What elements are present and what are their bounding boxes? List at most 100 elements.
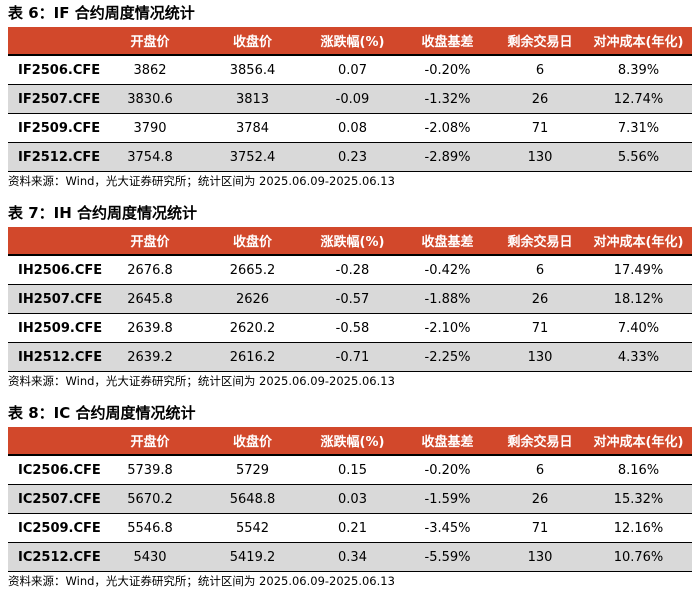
- table-cell: IF2507.CFE: [18, 91, 101, 107]
- table-cell: -0.58: [335, 320, 370, 336]
- table-cell: 2645.8: [127, 291, 173, 307]
- table-cell: 7.31%: [617, 120, 660, 136]
- table-cell: 17.49%: [613, 262, 664, 278]
- table-cell: -5.59%: [424, 549, 471, 565]
- table-cell: 130: [527, 549, 553, 565]
- header-cell: 剩余交易日: [507, 235, 573, 250]
- table-cell: 0.08: [338, 120, 367, 136]
- header-row: 开盘价 收盘价 涨跌幅(%) 收盘基差 剩余交易日 对冲成本(年化): [8, 427, 692, 456]
- table-cell: 130: [527, 349, 553, 365]
- table-row: IC2507.CFE 5670.2 5648.8 0.03 -1.59% 26 15.32%: [8, 485, 692, 514]
- table-cell: 71: [531, 120, 549, 136]
- table-cell: -3.45%: [424, 520, 471, 536]
- table-block: 表 8：IC 合约周度情况统计 开盘价 收盘价 涨跌幅(%) 收盘基差 剩余交易日 对冲成本…: [0, 400, 700, 600]
- table-cell: 3813: [235, 91, 270, 107]
- table-cell: 0.23: [338, 149, 367, 165]
- table-cell: 5542: [235, 520, 270, 536]
- table-cell: 5419.2: [229, 549, 276, 565]
- table-cell: 6: [535, 262, 545, 278]
- table-cell: 15.32%: [613, 491, 664, 507]
- table-cell: 8.39%: [617, 62, 660, 78]
- header-cell: 对冲成本(年化): [593, 435, 684, 450]
- table-cell: 5739.8: [127, 462, 173, 478]
- header-cell: 开盘价: [130, 235, 170, 250]
- table-cell: 0.21: [338, 520, 367, 536]
- table-cell: IC2509.CFE: [18, 520, 101, 536]
- table-cell: 0.03: [338, 491, 367, 507]
- table-cell: 130: [527, 149, 553, 165]
- table-cell: IH2507.CFE: [18, 291, 103, 307]
- table-cell: -2.25%: [424, 349, 471, 365]
- table-cell: 5670.2: [127, 491, 173, 507]
- table-cell: 2620.2: [229, 320, 276, 336]
- source-note: 资料来源：Wind，光大证券研究所；统计区间为 2025.06.09-2025.…: [8, 174, 395, 188]
- header-cell: 收盘基差: [421, 35, 474, 50]
- table-cell: IF2506.CFE: [18, 62, 101, 78]
- table-cell: 5729: [235, 462, 270, 478]
- table-cell: 3754.8: [127, 149, 173, 165]
- header-cell: 收盘价: [232, 235, 272, 250]
- table-cell: -0.20%: [424, 462, 471, 478]
- table-row: IH2512.CFE 2639.2 2616.2 -0.71 -2.25% 130 4.33…: [8, 343, 692, 372]
- table-cell: -0.57: [335, 291, 370, 307]
- table-cell: 26: [531, 491, 549, 507]
- header-cell: 收盘基差: [421, 435, 474, 450]
- table-cell: 6: [535, 62, 545, 78]
- header-cell: 剩余交易日: [507, 435, 573, 450]
- table-cell: -0.71: [335, 349, 370, 365]
- table-cell: IC2506.CFE: [18, 462, 101, 478]
- table-cell: 2639.8: [127, 320, 173, 336]
- header-row: 开盘价 收盘价 涨跌幅(%) 收盘基差 剩余交易日 对冲成本(年化): [8, 27, 692, 56]
- table-cell: 5.56%: [617, 149, 660, 165]
- table-cell: 10.76%: [613, 549, 664, 565]
- table-cell: IH2512.CFE: [18, 349, 103, 365]
- header-cell: 涨跌幅(%): [320, 235, 385, 250]
- table-cell: 3752.4: [229, 149, 276, 165]
- table-cell: 3830.6: [127, 91, 173, 107]
- table-cell: -2.08%: [424, 120, 471, 136]
- table-cell: -0.28: [335, 262, 370, 278]
- table-cell: 2616.2: [229, 349, 276, 365]
- table-row: IC2509.CFE 5546.8 5542 0.21 -3.45% 71 12.16%: [8, 514, 692, 543]
- table-cell: 3790: [133, 120, 167, 136]
- header-cell: 涨跌幅(%): [320, 435, 385, 450]
- table-cell: 8.16%: [617, 462, 660, 478]
- table-row: IC2512.CFE 5430 5419.2 0.34 -5.59% 130 10.76%: [8, 543, 692, 572]
- table-cell: -0.09: [335, 91, 370, 107]
- table-cell: -1.88%: [424, 291, 471, 307]
- table-cell: IH2506.CFE: [18, 262, 103, 278]
- table-cell: 12.74%: [613, 91, 664, 107]
- table-cell: 0.07: [338, 62, 367, 78]
- header-cell: 涨跌幅(%): [320, 35, 385, 50]
- table-cell: 71: [531, 520, 549, 536]
- header-cell: 对冲成本(年化): [593, 35, 684, 50]
- table-cell: 71: [531, 320, 549, 336]
- table-cell: -2.89%: [424, 149, 471, 165]
- table-row: IF2509.CFE 3790 3784 0.08 -2.08% 71 7.31%: [8, 114, 692, 143]
- table-cell: 0.34: [338, 549, 367, 565]
- table-cell: IC2512.CFE: [18, 549, 101, 565]
- table-cell: 6: [535, 462, 545, 478]
- table-cell: 7.40%: [617, 320, 660, 336]
- table-title: 表 8：IC 合约周度情况统计: [8, 404, 196, 422]
- table-cell: -2.10%: [424, 320, 471, 336]
- header-cell: 开盘价: [130, 435, 170, 450]
- table-title: 表 6：IF 合约周度情况统计: [8, 4, 195, 22]
- table-block: 表 7：IH 合约周度情况统计 开盘价 收盘价 涨跌幅(%) 收盘基差 剩余交易日 对冲成本…: [0, 200, 700, 400]
- table-cell: 18.12%: [613, 291, 664, 307]
- table-row: IC2506.CFE 5739.8 5729 0.15 -0.20% 6 8.16%: [8, 456, 692, 485]
- table-row: IF2506.CFE 3862 3856.4 0.07 -0.20% 6 8.39%: [8, 56, 692, 85]
- header-cell: 剩余交易日: [507, 35, 573, 50]
- table-cell: 3784: [235, 120, 270, 136]
- header-cell: 收盘价: [232, 35, 272, 50]
- table-cell: 5430: [133, 549, 167, 565]
- table-row: IH2509.CFE 2639.8 2620.2 -0.58 -2.10% 71 7.40%: [8, 314, 692, 343]
- table-cell: -0.42%: [424, 262, 471, 278]
- header-cell: 对冲成本(年化): [593, 235, 684, 250]
- table-row: IH2506.CFE 2676.8 2665.2 -0.28 -0.42% 6 17.49%: [8, 256, 692, 285]
- table-row: IF2507.CFE 3830.6 3813 -0.09 -1.32% 26 12.74%: [8, 85, 692, 114]
- source-note: 资料来源：Wind，光大证券研究所；统计区间为 2025.06.09-2025.…: [8, 574, 395, 588]
- table: 开盘价 收盘价 涨跌幅(%) 收盘基差 剩余交易日 对冲成本(年化) IF2506.CFE 3…: [8, 27, 692, 172]
- table-cell: 12.16%: [613, 520, 664, 536]
- table-cell: 2676.8: [127, 262, 173, 278]
